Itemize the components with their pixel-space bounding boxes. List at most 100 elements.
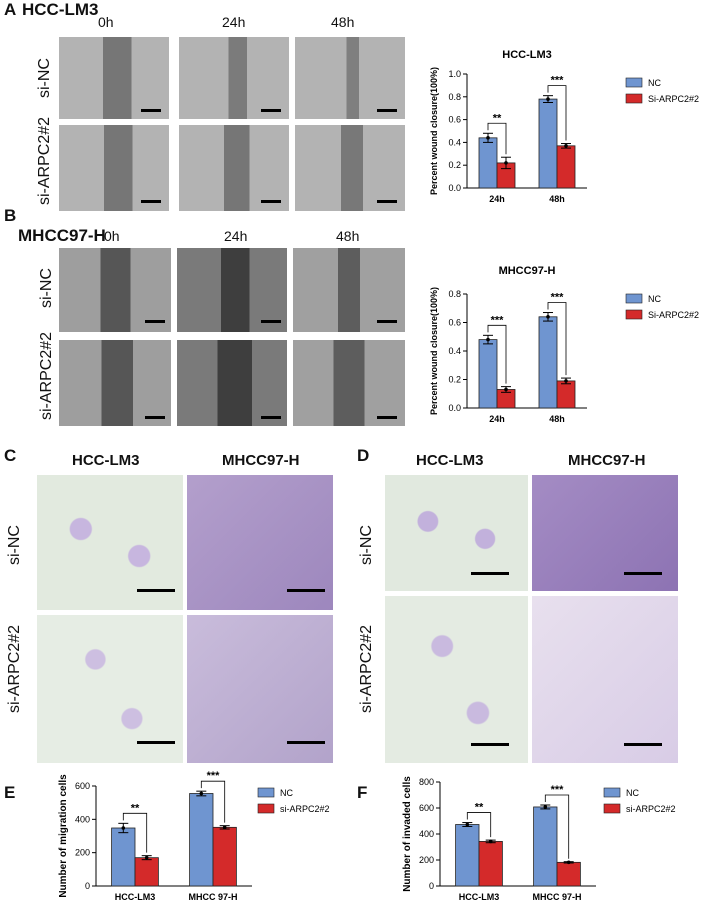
y-tick-label: 800 [419, 777, 434, 787]
legend-label: si-ARPC2#2 [280, 804, 330, 814]
scale-bar [624, 743, 662, 746]
bar-nc [455, 824, 480, 887]
x-tick-label: 48h [549, 414, 565, 424]
scale-bar [141, 109, 161, 112]
chart-title: HCC-LM3 [502, 49, 552, 61]
legend-label: NC [648, 78, 661, 88]
panel-d-label: D [357, 446, 370, 465]
scale-bar [471, 572, 509, 575]
y-axis-label: Number of migration cells [58, 774, 69, 898]
y-tick-label: 1.0 [448, 69, 461, 79]
scale-bar [287, 589, 325, 592]
panel-f-label: F [357, 783, 368, 802]
panel-a-cell-line: HCC-LM3 [22, 0, 99, 19]
scale-bar [624, 572, 662, 575]
scale-bar [137, 741, 175, 744]
panel-b-row-si-nc: si-NC [38, 268, 55, 308]
y-axis-label: Number of invaded cells [402, 776, 413, 892]
panel-a-time-0h: 0h [98, 14, 114, 30]
scale-bar [377, 416, 397, 419]
bar-si-arpc2-2 [134, 857, 159, 887]
chart-f: 0 200 400 600 800 Number of invaded cells HCC-… [402, 776, 676, 901]
panel-d-col-hcc-lm3: HCC-LM3 [416, 452, 484, 469]
migration-image [37, 615, 183, 763]
data-point [144, 855, 149, 860]
x-tick-label: 24h [489, 414, 505, 424]
chart-b: MHCC97-H 0.0 0.2 0.4 0.6 0.8 Percent wound clo… [429, 265, 699, 424]
data-point [486, 136, 490, 140]
bar-nc [538, 98, 558, 189]
y-tick-label: 0.6 [448, 318, 461, 328]
chart-a: HCC-LM3 0.0 0.2 0.4 0.6 0.8 1.0 Percent wound c… [429, 49, 699, 204]
scratch-image [59, 340, 171, 426]
migration-image [187, 475, 333, 610]
invasion-image [532, 596, 678, 763]
invasion-image [532, 475, 678, 591]
bar-si-arpc2-2 [212, 826, 237, 887]
scratch-image [179, 37, 289, 119]
y-tick-label: 0.0 [448, 183, 461, 193]
scale-bar [261, 109, 281, 112]
data-point [546, 97, 550, 101]
panel-c-col-mhcc97-h: MHCC97-H [222, 452, 300, 469]
invasion-image [385, 596, 528, 763]
data-point [564, 144, 568, 148]
y-tick-label: 600 [75, 781, 90, 791]
x-tick-label: 24h [489, 194, 505, 204]
y-tick-label: 0 [85, 881, 90, 891]
scale-bar [377, 200, 397, 203]
invasion-image [385, 475, 528, 591]
scale-bar [471, 743, 509, 746]
scratch-image [177, 248, 287, 332]
data-point [121, 826, 126, 830]
y-tick-label: 0.4 [448, 137, 461, 147]
y-tick-label: 0.0 [448, 403, 461, 413]
significance-bracket [544, 794, 570, 859]
significance-bracket [466, 812, 492, 838]
legend-label: NC [626, 788, 639, 798]
legend-label: Si-ARPC2#2 [648, 94, 699, 104]
data-point [566, 860, 571, 865]
panel-b-cell-line: MHCC97-H [18, 226, 106, 245]
migration-image [187, 615, 333, 763]
scratch-image [179, 125, 289, 211]
significance-label: ** [131, 802, 140, 814]
x-tick-label: MHCC 97-H [188, 892, 237, 901]
y-axis-label: Percent wound closure(100%) [429, 67, 439, 195]
significance-label: *** [207, 770, 221, 782]
panel-b-label: B [4, 206, 17, 225]
data-point [543, 805, 548, 809]
significance-bracket [487, 122, 507, 155]
chart-e: 0 200 400 600 Number of migration cells HCC-L… [58, 770, 330, 901]
panel-a-row-si-arpc2: si-ARPC2#2 [36, 116, 53, 205]
data-point [222, 825, 227, 830]
panel-d-row-si-nc: si-NC [358, 525, 375, 565]
panel-b-row-si-arpc2: si-ARPC2#2 [38, 331, 55, 420]
y-tick-label: 400 [75, 814, 90, 824]
panel-c-row-si-arpc2: si-ARPC2#2 [6, 624, 23, 713]
significance-bracket [122, 812, 148, 853]
scratch-image [59, 125, 169, 211]
y-tick-label: 0.6 [448, 115, 461, 125]
panel-b-time-0h: 0h [104, 228, 120, 244]
significance-label: *** [551, 75, 565, 87]
significance-label: *** [491, 314, 505, 326]
significance-bracket [200, 780, 226, 823]
scratch-image [295, 125, 405, 211]
data-point [546, 315, 550, 319]
data-point [504, 387, 508, 392]
bar-si-arpc2-2 [478, 841, 503, 887]
panel-b-time-48h: 48h [336, 228, 360, 244]
legend-label: Si-ARPC2#2 [648, 310, 699, 320]
significance-bracket [547, 302, 567, 376]
bar-nc [533, 806, 558, 887]
scratch-image [177, 340, 287, 426]
legend-swatch [257, 803, 275, 814]
panel-a-row-si-nc: si-NC [36, 58, 53, 98]
y-tick-label: 200 [75, 848, 90, 858]
legend-swatch [625, 77, 643, 88]
panel-d-col-mhcc97-h: MHCC97-H [568, 452, 646, 469]
bar-nc [478, 339, 498, 409]
bar-si-arpc2-2 [556, 145, 576, 189]
y-tick-label: 0.4 [448, 346, 461, 356]
